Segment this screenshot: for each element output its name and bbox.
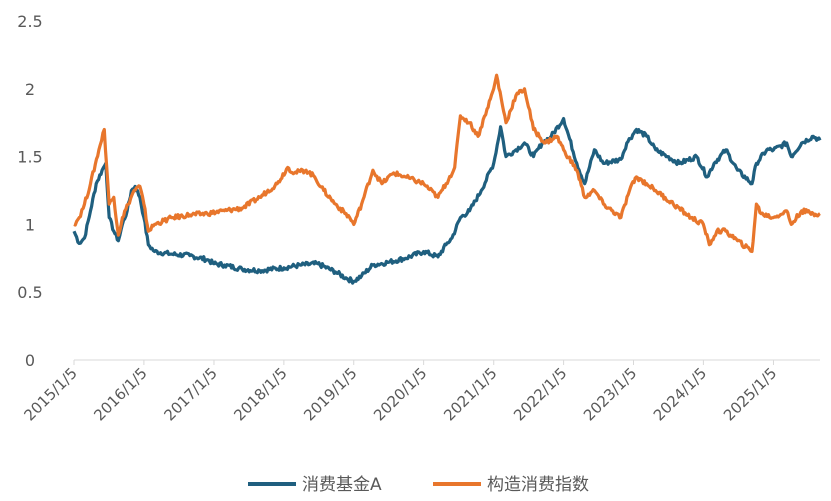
legend-label-index: 构造消费指数: [487, 475, 589, 495]
x-tick-label: 2016/1/5: [90, 364, 150, 424]
x-tick-label: 2021/1/5: [440, 364, 500, 424]
legend: 消费基金A 构造消费指数: [248, 475, 589, 495]
x-tick-label: 2022/1/5: [510, 364, 570, 424]
x-tick-label: 2018/1/5: [230, 364, 290, 424]
y-tick-label: 2: [25, 80, 35, 99]
x-tick-label: 2019/1/5: [300, 364, 360, 424]
legend-label-fund: 消费基金A: [302, 475, 382, 495]
y-tick-label: 1: [25, 215, 35, 234]
x-tick-label: 2015/1/5: [20, 364, 80, 424]
series-layer: [72, 73, 822, 285]
x-tick-label: 2024/1/5: [650, 364, 710, 424]
legend-item-index[interactable]: 构造消费指数: [433, 475, 589, 495]
x-axis: 2015/1/5 2016/1/5 2017/1/5 2018/1/5 2019/1/5…: [20, 359, 820, 424]
series-line-index: [73, 73, 821, 254]
x-tick-label: 2017/1/5: [160, 364, 220, 424]
x-tick-label: 2023/1/5: [580, 364, 640, 424]
x-tick-label: 2025/1/5: [720, 364, 780, 424]
y-tick-label: 0: [25, 351, 35, 370]
y-tick-label: 0.5: [17, 283, 42, 302]
series-line-fund: [72, 117, 822, 285]
legend-item-fund[interactable]: 消费基金A: [248, 475, 382, 495]
y-tick-label: 1.5: [17, 148, 42, 167]
x-tick-label: 2020/1/5: [370, 364, 430, 424]
y-tick-label: 2.5: [17, 12, 42, 31]
y-axis: 0 0.5 1 1.5 2 2.5: [17, 12, 42, 370]
